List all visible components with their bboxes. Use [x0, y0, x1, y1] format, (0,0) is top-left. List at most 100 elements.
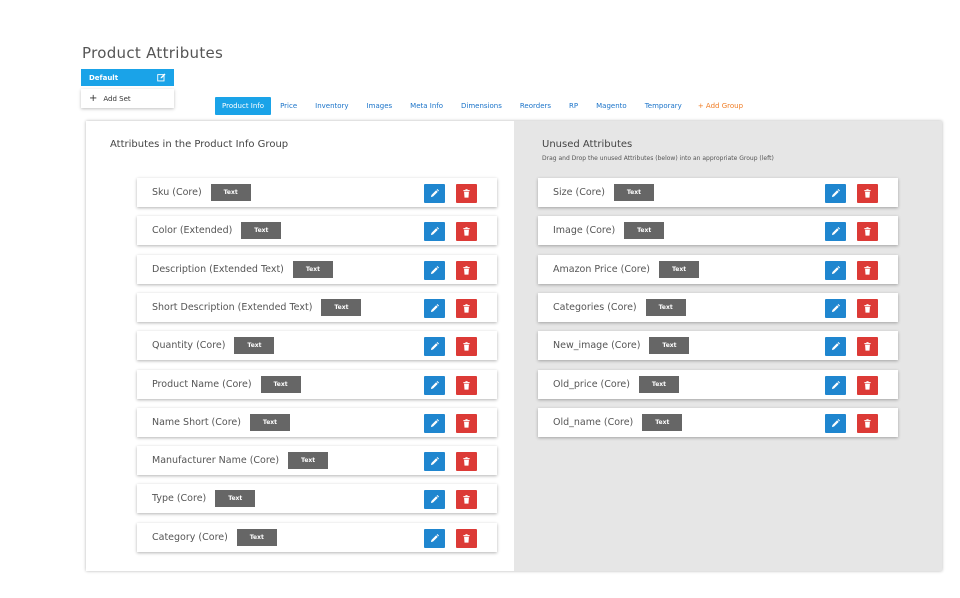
attribute-row[interactable]: Amazon Price (Core) Text — [538, 254, 898, 284]
attribute-row[interactable]: Old_name (Core) Text — [538, 407, 898, 437]
delete-attribute-button[interactable] — [857, 298, 878, 318]
attribute-row[interactable]: Category (Core) Text — [137, 522, 497, 552]
attribute-label: Short Description (Extended Text) — [152, 301, 313, 313]
edit-set-icon[interactable] — [157, 73, 166, 82]
attribute-type-badge: Text — [249, 413, 290, 431]
edit-attribute-button[interactable] — [424, 260, 445, 280]
edit-attribute-button[interactable] — [424, 528, 445, 548]
tab-reorders[interactable]: Reorders — [519, 102, 552, 110]
add-set-button[interactable]: + Add Set — [81, 89, 174, 108]
delete-attribute-button[interactable] — [456, 298, 477, 318]
edit-attribute-button[interactable] — [424, 413, 445, 433]
attribute-label: Categories (Core) — [553, 301, 637, 313]
set-default[interactable]: Default — [81, 69, 174, 86]
attribute-row[interactable]: Manufacturer Name (Core) Text — [137, 446, 497, 476]
edit-attribute-button[interactable] — [825, 375, 846, 395]
edit-attribute-button[interactable] — [424, 490, 445, 510]
unused-attributes-subtitle: Drag and Drop the unused Attributes (bel… — [542, 155, 774, 162]
edit-attribute-button[interactable] — [825, 298, 846, 318]
attribute-type-badge: Text — [645, 298, 686, 316]
tab-product-info[interactable]: Product Info — [215, 97, 272, 115]
attribute-row[interactable]: Description (Extended Text) Text — [137, 254, 497, 284]
edit-attribute-button[interactable] — [424, 375, 445, 395]
attribute-row[interactable]: Categories (Core) Text — [538, 292, 898, 322]
tab-temporary[interactable]: Temporary — [644, 102, 682, 110]
edit-attribute-button[interactable] — [825, 260, 846, 280]
delete-attribute-button[interactable] — [456, 490, 477, 510]
delete-attribute-button[interactable] — [456, 375, 477, 395]
attribute-row[interactable]: Sku (Core) Text — [137, 178, 497, 207]
delete-attribute-button[interactable] — [857, 222, 878, 242]
attribute-label: Size (Core) — [553, 187, 605, 198]
delete-attribute-button[interactable] — [456, 528, 477, 548]
tab-inventory[interactable]: Inventory — [315, 102, 349, 110]
add-group-link[interactable]: + Add Group — [697, 102, 744, 110]
edit-attribute-button[interactable] — [424, 452, 445, 472]
attribute-row[interactable]: Short Description (Extended Text) Text — [137, 292, 497, 322]
attribute-row[interactable]: Old_price (Core) Text — [538, 369, 898, 399]
pencil-icon — [430, 342, 439, 351]
page-title: Product Attributes — [82, 44, 224, 62]
attribute-label: Old_name (Core) — [553, 416, 634, 428]
pencil-icon — [831, 380, 840, 390]
delete-attribute-button[interactable] — [857, 184, 878, 203]
unused-attributes-pane: Unused Attributes Drag and Drop the unus… — [514, 121, 942, 571]
tab-rp[interactable]: RP — [569, 102, 579, 110]
trash-icon — [462, 457, 471, 466]
trash-icon — [863, 304, 872, 313]
plus-icon: + — [89, 93, 98, 104]
delete-attribute-button[interactable] — [456, 337, 477, 357]
group-attributes-pane: Attributes in the Product Info Group Sku… — [86, 121, 514, 571]
attribute-type-badge: Text — [638, 375, 679, 393]
attribute-type-badge: Text — [236, 528, 277, 546]
attribute-row[interactable]: Quantity (Core) Text — [137, 331, 497, 361]
delete-attribute-button[interactable] — [857, 413, 878, 433]
attribute-type-badge: Text — [234, 337, 275, 355]
trash-icon — [462, 380, 471, 390]
attribute-type-badge: Text — [210, 184, 251, 201]
attribute-type-badge: Text — [241, 222, 282, 240]
trash-icon — [462, 189, 471, 198]
pencil-icon — [831, 265, 840, 275]
delete-attribute-button[interactable] — [857, 260, 878, 280]
attribute-row[interactable]: Product Name (Core) Text — [137, 369, 497, 399]
edit-attribute-button[interactable] — [825, 413, 846, 433]
attribute-type-badge: Text — [659, 260, 700, 278]
pencil-icon — [430, 189, 439, 198]
attribute-label: Name Short (Core) — [152, 416, 241, 428]
attribute-row[interactable]: Name Short (Core) Text — [137, 407, 497, 437]
delete-attribute-button[interactable] — [456, 184, 477, 203]
edit-attribute-button[interactable] — [424, 337, 445, 357]
attribute-row[interactable]: New_image (Core) Text — [538, 331, 898, 361]
tab-magento[interactable]: Magento — [596, 102, 627, 110]
delete-attribute-button[interactable] — [456, 452, 477, 472]
edit-attribute-button[interactable] — [424, 184, 445, 203]
attribute-row[interactable]: Color (Extended) Text — [137, 216, 497, 246]
tab-dimensions[interactable]: Dimensions — [461, 102, 502, 110]
tab-meta-info[interactable]: Meta Info — [410, 102, 444, 110]
tab-images[interactable]: Images — [366, 102, 393, 110]
attribute-label: New_image (Core) — [553, 340, 641, 352]
trash-icon — [462, 265, 471, 275]
attribute-label: Sku (Core) — [152, 187, 202, 198]
edit-attribute-button[interactable] — [825, 337, 846, 357]
delete-attribute-button[interactable] — [857, 337, 878, 357]
pencil-icon — [831, 227, 840, 236]
attribute-row[interactable]: Type (Core) Text — [137, 484, 497, 514]
attribute-row[interactable]: Image (Core) Text — [538, 216, 898, 246]
delete-attribute-button[interactable] — [456, 222, 477, 242]
delete-attribute-button[interactable] — [456, 260, 477, 280]
edit-attribute-button[interactable] — [825, 222, 846, 242]
attribute-label: Color (Extended) — [152, 225, 233, 237]
delete-attribute-button[interactable] — [857, 375, 878, 395]
pencil-icon — [430, 227, 439, 236]
attribute-row[interactable]: Size (Core) Text — [538, 178, 898, 207]
tab-price[interactable]: Price — [280, 102, 298, 110]
delete-attribute-button[interactable] — [456, 413, 477, 433]
edit-attribute-button[interactable] — [825, 184, 846, 203]
edit-attribute-button[interactable] — [424, 222, 445, 242]
edit-attribute-button[interactable] — [424, 298, 445, 318]
trash-icon — [863, 189, 872, 198]
attribute-label: Description (Extended Text) — [152, 263, 284, 275]
group-attributes-title: Attributes in the Product Info Group — [110, 139, 289, 150]
